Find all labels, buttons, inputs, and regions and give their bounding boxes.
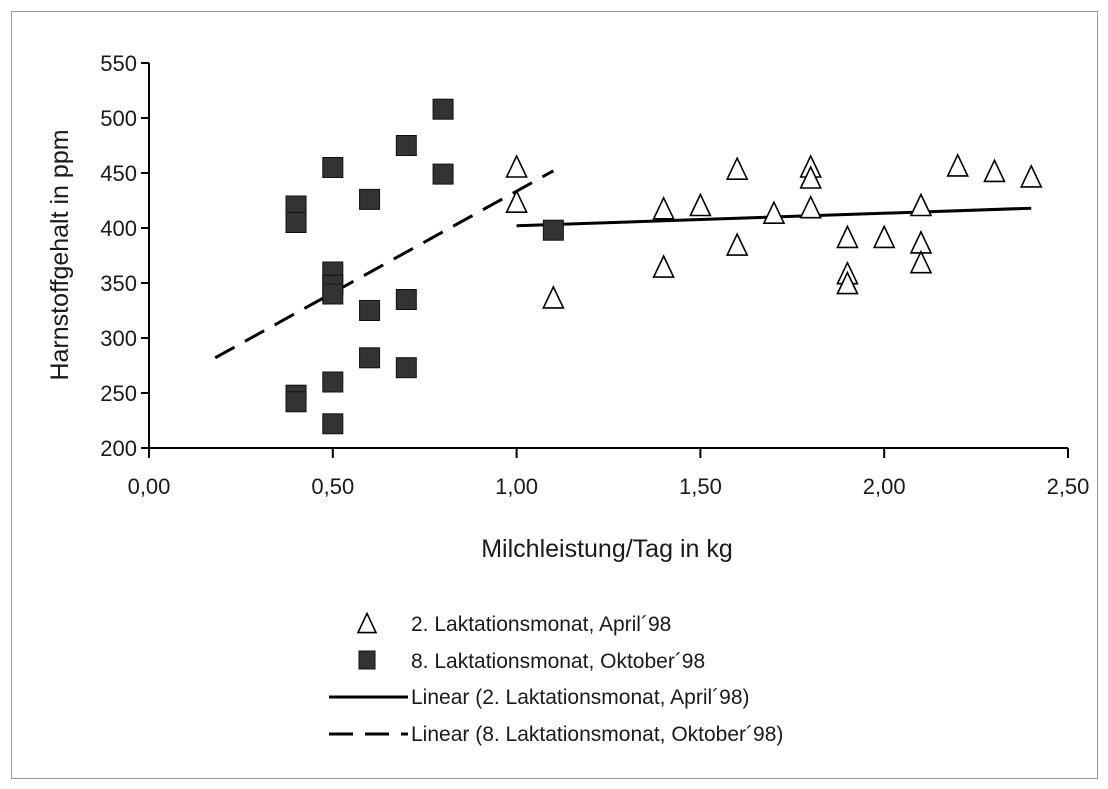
- x-tick-label: 0,50: [311, 474, 354, 499]
- oktober-data-point: [359, 347, 381, 369]
- legend: 2. Laktationsmonat, April´98 8. Laktation…: [329, 611, 783, 746]
- y-tick-label: 200: [100, 436, 137, 461]
- trendline-oktober: [214, 169, 555, 360]
- oktober-data-point: [395, 289, 417, 310]
- oktober-data-point: [432, 163, 454, 185]
- april-data-point: [542, 285, 565, 309]
- oktober-data-point: [395, 357, 417, 379]
- oktober-data-point: [395, 135, 417, 156]
- oktober-data-point: [542, 219, 564, 241]
- april-data-point: [909, 192, 933, 217]
- april-data-point: [725, 156, 749, 180]
- oktober-data-point: [322, 283, 344, 305]
- legend-marker-square: [358, 650, 376, 670]
- april-data-point: [725, 232, 749, 256]
- april-data-point: [652, 254, 675, 278]
- oktober-data-point: [322, 371, 344, 393]
- april-data-point: [836, 270, 859, 295]
- april-data-point: [983, 158, 1006, 183]
- legend-item-linear-oktober: Linear (8. Laktationsmonat, Oktober´98): [329, 723, 783, 746]
- y-axis-title: Harnstoffgehalt in ppm: [46, 129, 74, 380]
- y-tick-label: 350: [100, 271, 137, 296]
- legend-label: Linear (2. Laktationsmonat, April´98): [411, 686, 750, 709]
- axes: 200 250 300 350 400 450 500 550 0,00 0,50 1,00 1,50…: [100, 51, 1089, 499]
- legend-label: 8. Laktationsmonat, Oktober´98: [411, 650, 705, 673]
- y-tick-label: 500: [100, 106, 137, 131]
- y-tick-label: 300: [100, 326, 137, 351]
- legend-label: Linear (8. Laktationsmonat, Oktober´98): [411, 723, 783, 746]
- y-tick-label: 400: [100, 216, 137, 241]
- x-tick-label: 2,50: [1047, 474, 1090, 499]
- oktober-data-point: [432, 98, 454, 120]
- april-data-point: [505, 189, 528, 213]
- oktober-data-point: [359, 188, 381, 210]
- april-data-point: [505, 154, 528, 178]
- y-tick-label: 250: [100, 381, 137, 406]
- april-data-point: [946, 153, 969, 177]
- x-tick-label: 0,00: [128, 474, 171, 499]
- april-data-point: [909, 249, 933, 274]
- data-points: [285, 98, 1043, 435]
- oktober-data-point: [359, 300, 381, 321]
- april-data-point: [909, 230, 933, 254]
- april-data-point: [872, 224, 896, 249]
- x-tick-label: 1,00: [495, 474, 538, 499]
- april-data-point: [689, 192, 712, 217]
- april-data-point: [1019, 164, 1043, 188]
- april-data-point: [799, 194, 822, 219]
- oktober-data-point: [285, 391, 307, 413]
- legend-item-oktober: 8. Laktationsmonat, Oktober´98: [358, 650, 705, 673]
- oktober-data-point: [322, 413, 344, 435]
- y-tick-label: 450: [100, 161, 137, 186]
- legend-item-linear-april: Linear (2. Laktationsmonat, April´98): [329, 686, 750, 709]
- april-data-point: [762, 200, 786, 224]
- april-data-point: [799, 165, 822, 189]
- oktober-data-point: [322, 157, 344, 178]
- x-tick-label: 2,00: [863, 474, 906, 499]
- legend-label: 2. Laktationsmonat, April´98: [411, 613, 671, 636]
- april-data-point: [836, 224, 859, 249]
- april-data-point: [652, 195, 675, 220]
- x-axis-title: Milchleistung/Tag in kg: [481, 535, 733, 563]
- legend-marker-triangle: [356, 611, 378, 634]
- legend-item-april: 2. Laktationsmonat, April´98: [356, 611, 671, 636]
- y-tick-label: 550: [100, 51, 137, 76]
- x-tick-label: 1,50: [679, 474, 722, 499]
- oktober-data-point: [285, 212, 307, 233]
- chart-frame: [11, 11, 1098, 779]
